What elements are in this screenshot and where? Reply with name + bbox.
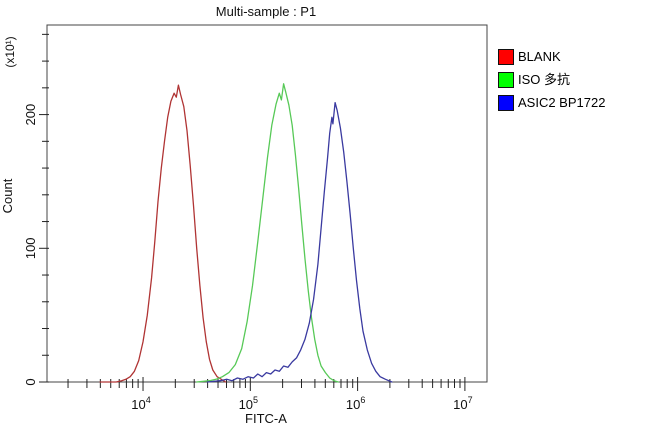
chart-title: Multi-sample : P1 (216, 4, 316, 19)
x-tick-label: 105 (239, 395, 258, 412)
legend-swatch-red (498, 48, 514, 65)
legend-label-blank: BLANK (518, 48, 561, 64)
legend-item-blank: BLANK (498, 45, 605, 68)
legend-item-asic2: ASIC2 BP1722 (498, 91, 605, 114)
x-tick-label: 106 (346, 395, 365, 412)
curve-2 (206, 101, 393, 383)
x-tick-label: 104 (131, 395, 150, 412)
y-tick-label: 200 (23, 104, 38, 126)
plot-area (46, 24, 488, 383)
histogram-curves (99, 83, 393, 383)
curve-1 (196, 83, 339, 383)
y-axis-ticks (39, 33, 49, 383)
x-tick-label: 107 (453, 395, 472, 412)
legend-swatch-green (498, 71, 514, 88)
y-axis-tick-labels: 0 100 200 (23, 104, 38, 386)
x-axis-ticks (67, 377, 466, 391)
legend-item-iso: ISO 多抗 (498, 68, 605, 91)
legend: BLANK ISO 多抗 ASIC2 BP1722 (498, 45, 605, 114)
x-axis-label: FITC-A (245, 411, 287, 426)
y-axis-multiplier: (x10¹) (3, 36, 17, 67)
legend-label-asic2: ASIC2 BP1722 (518, 94, 606, 110)
legend-label-iso: ISO 多抗 (518, 71, 571, 87)
legend-swatch-blue (498, 94, 514, 111)
x-axis-tick-labels: 104 105 106 107 (131, 395, 472, 412)
y-tick-label: 100 (23, 237, 38, 259)
y-tick-label: 0 (23, 378, 38, 385)
curve-0 (99, 84, 227, 383)
y-axis-label: Count (0, 178, 15, 213)
